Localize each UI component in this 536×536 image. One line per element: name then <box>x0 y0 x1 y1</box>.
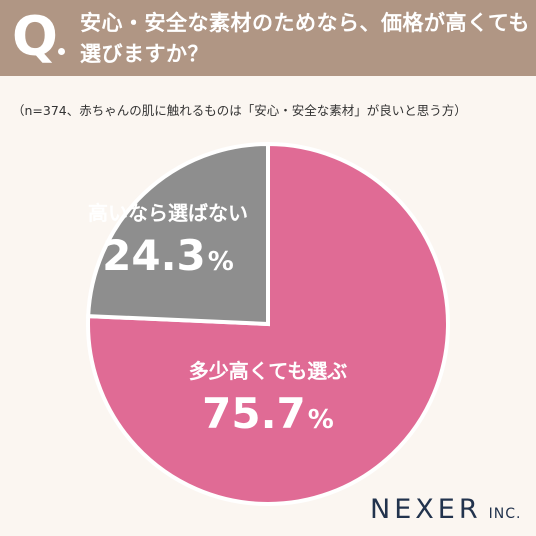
brand-name: NEXER <box>370 494 482 525</box>
brand-logo: NEXER INC. <box>370 494 522 525</box>
question-text: 安心・安全な素材のためなら、価格が高くても 選びますか？ <box>80 8 530 70</box>
pie-slice-choose <box>86 141 450 506</box>
slice-value: 75.7% <box>202 389 334 438</box>
slice-label: 多少高くても選ぶ <box>189 359 347 383</box>
question-line-2: 選びますか？ <box>80 42 209 66</box>
question-header: Q 安心・安全な素材のためなら、価格が高くても 選びますか？ <box>0 0 536 76</box>
slice-label: 高いなら選ばない <box>88 201 248 225</box>
brand-suffix: INC. <box>488 506 522 522</box>
sample-note: （n=374、赤ちゃんの肌に触れるものは「安心・安全な素材」が良いと思う方） <box>12 103 467 118</box>
q-dot <box>58 48 65 55</box>
slice-value: 24.3% <box>102 231 234 280</box>
question-line-1: 安心・安全な素材のためなら、価格が高くても <box>80 11 530 35</box>
q-mark: Q <box>12 5 58 68</box>
pie-slice-not-choose <box>86 141 270 327</box>
